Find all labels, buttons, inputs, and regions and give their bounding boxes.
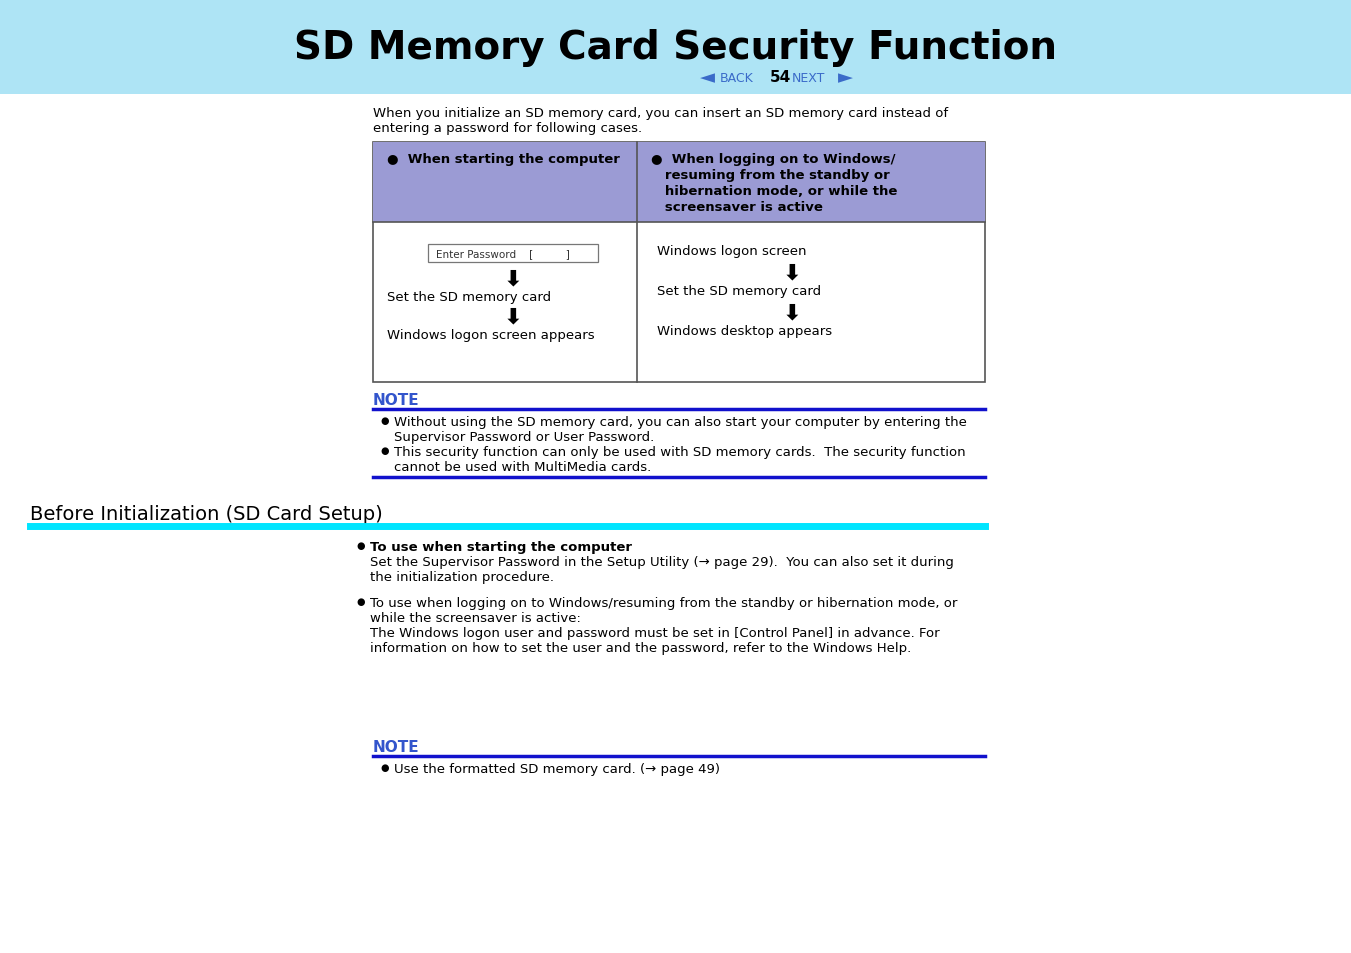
Text: while the screensaver is active:: while the screensaver is active: — [370, 612, 581, 624]
Text: NOTE: NOTE — [373, 393, 420, 408]
Text: ⬇: ⬇ — [782, 303, 801, 323]
Text: ●: ● — [357, 540, 365, 551]
Text: Enter Password    [          ]: Enter Password [ ] — [436, 249, 570, 258]
Text: ●: ● — [380, 762, 389, 772]
Text: SD Memory Card Security Function: SD Memory Card Security Function — [293, 29, 1056, 67]
Text: When you initialize an SD memory card, you can insert an SD memory card instead : When you initialize an SD memory card, y… — [373, 107, 948, 120]
Bar — [428, 245, 598, 263]
Text: Windows logon screen: Windows logon screen — [657, 245, 807, 257]
Text: To use when starting the computer: To use when starting the computer — [370, 540, 632, 554]
Bar — [373, 143, 985, 223]
Text: BACK: BACK — [720, 71, 754, 85]
Text: To use when logging on to Windows/resuming from the standby or hibernation mode,: To use when logging on to Windows/resumi… — [370, 597, 958, 609]
Text: ◄: ◄ — [700, 69, 715, 88]
Text: resuming from the standby or: resuming from the standby or — [651, 169, 890, 182]
Text: ●: ● — [357, 597, 365, 606]
Bar — [373, 143, 985, 382]
Text: screensaver is active: screensaver is active — [651, 201, 823, 213]
Text: ⬇: ⬇ — [504, 269, 523, 289]
Text: ⬇: ⬇ — [504, 307, 523, 327]
Bar — [0, 0, 1351, 95]
Text: The Windows logon user and password must be set in [Control Panel] in advance. F: The Windows logon user and password must… — [370, 626, 940, 639]
Text: ●  When starting the computer: ● When starting the computer — [386, 152, 620, 166]
Text: entering a password for following cases.: entering a password for following cases. — [373, 122, 642, 135]
Text: hibernation mode, or while the: hibernation mode, or while the — [651, 185, 897, 198]
Text: information on how to set the user and the password, refer to the Windows Help.: information on how to set the user and t… — [370, 641, 912, 655]
Text: Supervisor Password or User Password.: Supervisor Password or User Password. — [394, 431, 654, 443]
Text: NOTE: NOTE — [373, 740, 420, 754]
Text: ●  When logging on to Windows/: ● When logging on to Windows/ — [651, 152, 896, 166]
Text: ●: ● — [380, 416, 389, 426]
Text: Windows logon screen appears: Windows logon screen appears — [386, 329, 594, 341]
Text: This security function can only be used with SD memory cards.  The security func: This security function can only be used … — [394, 446, 966, 458]
Text: Set the SD memory card: Set the SD memory card — [657, 285, 821, 297]
Text: ►: ► — [838, 69, 852, 88]
Text: Set the SD memory card: Set the SD memory card — [386, 291, 551, 304]
Text: Without using the SD memory card, you can also start your computer by entering t: Without using the SD memory card, you ca… — [394, 416, 967, 429]
Text: ●: ● — [380, 446, 389, 456]
Text: Set the Supervisor Password in the Setup Utility (→ page 29).  You can also set : Set the Supervisor Password in the Setup… — [370, 556, 954, 568]
Text: cannot be used with MultiMedia cards.: cannot be used with MultiMedia cards. — [394, 460, 651, 474]
Text: 54: 54 — [770, 71, 792, 86]
Text: NEXT: NEXT — [792, 71, 825, 85]
Text: Use the formatted SD memory card. (→ page 49): Use the formatted SD memory card. (→ pag… — [394, 762, 720, 775]
Text: the initialization procedure.: the initialization procedure. — [370, 571, 554, 583]
Text: Windows desktop appears: Windows desktop appears — [657, 325, 832, 337]
Text: Before Initialization (SD Card Setup): Before Initialization (SD Card Setup) — [30, 504, 382, 523]
Text: ⬇: ⬇ — [782, 263, 801, 283]
